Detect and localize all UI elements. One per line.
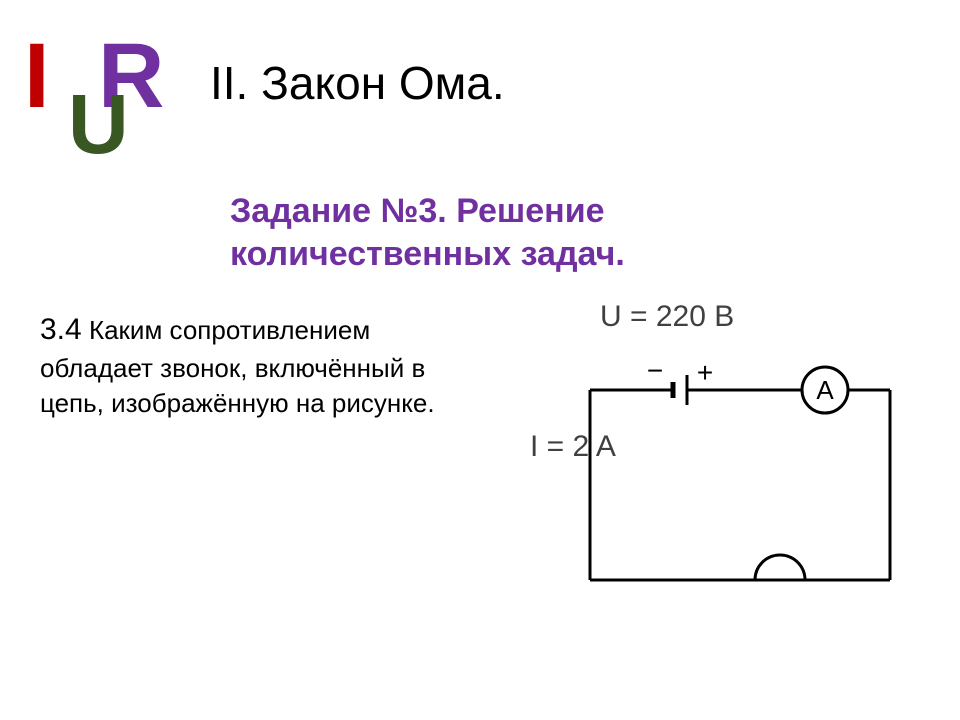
svg-text:A: A [816, 375, 834, 405]
logo-letter-i: I [24, 24, 50, 129]
logo-iur: I R U [24, 30, 194, 160]
circuit-diagram: U = 220 В I = 2 A −+A [540, 300, 920, 600]
problem-number: 3.4 [40, 313, 82, 346]
svg-text:+: + [697, 357, 713, 388]
task-heading-line2: количественных задач. [230, 235, 625, 273]
problem-text: 3.4 Каким сопротивлением обладает звонок… [40, 310, 490, 421]
page-title: II. Закон Ома. [210, 56, 505, 110]
svg-text:−: − [647, 355, 663, 386]
task-heading: Задание №3. Решение количественных задач… [230, 190, 750, 275]
voltage-label: U = 220 В [600, 300, 734, 334]
task-heading-line1: Задание №3. Решение [230, 192, 605, 230]
logo-letter-u: U [68, 76, 129, 173]
problem-body: Каким сопротивлением обладает звонок, вк… [40, 315, 435, 418]
circuit-svg: − + A [580, 340, 920, 620]
